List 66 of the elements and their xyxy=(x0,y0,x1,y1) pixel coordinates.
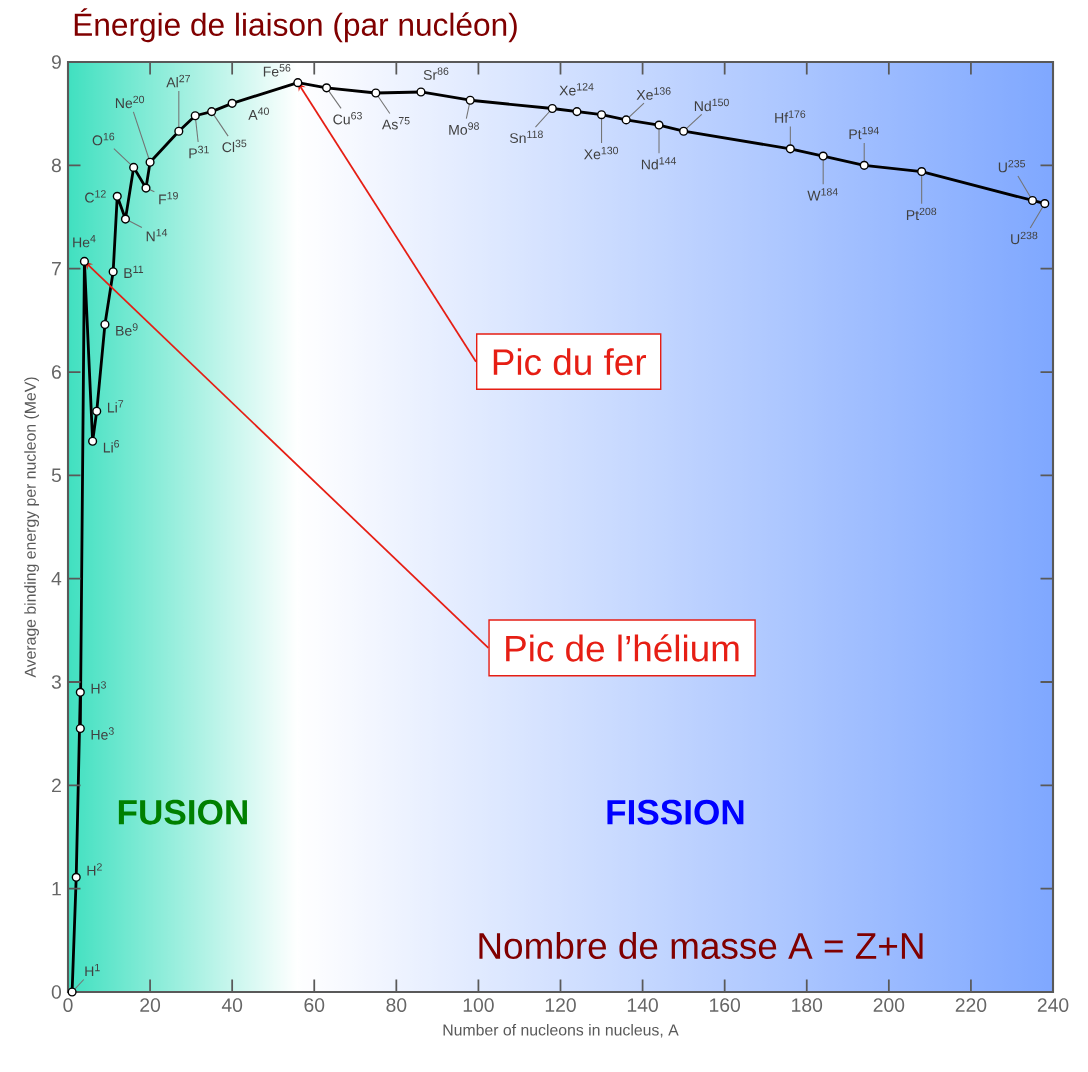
annotation: U$^{238}$ xyxy=(1011,231,1038,245)
annotation: A$^{40}$ xyxy=(248,107,269,120)
y-tick-label: 3 xyxy=(51,675,61,689)
annotation: Xe$^{124}$ xyxy=(559,83,594,96)
x-tick-label: 180 xyxy=(792,998,823,1012)
annotation: Pic de l’hélium xyxy=(506,634,739,662)
x-tick-label: 220 xyxy=(955,998,987,1012)
x-tick-label: 100 xyxy=(463,998,494,1012)
x-tick-label: 120 xyxy=(545,998,576,1012)
annotation: P$^{31}$ xyxy=(189,145,209,159)
annotation: C$^{12}$ xyxy=(85,190,106,203)
y-tick-label: 7 xyxy=(52,262,61,276)
y-tick-label: 6 xyxy=(52,365,61,379)
x-tick-label: 240 xyxy=(1037,998,1069,1012)
annotation: Li$^{7}$ xyxy=(108,400,124,413)
annotation: Cu$^{63}$ xyxy=(333,111,362,125)
annotation: He$^{4}$ xyxy=(73,234,96,248)
annotation: Pic du fer xyxy=(493,348,647,376)
y-tick-label: 0 xyxy=(51,985,62,999)
annotation: O$^{16}$ xyxy=(92,132,115,146)
annotation: He$^{3}$ xyxy=(91,727,114,740)
annotation: N$^{14}$ xyxy=(146,228,168,242)
annotation: Sr$^{86}$ xyxy=(423,67,449,80)
annotation: Al$^{27}$ xyxy=(166,74,190,88)
annotation: Cl$^{35}$ xyxy=(222,139,247,153)
x-tick-label: 60 xyxy=(304,998,325,1012)
y-tick-label: 4 xyxy=(51,572,62,586)
annotation: Pt$^{194}$ xyxy=(849,126,879,140)
annotation: H$^{3}$ xyxy=(91,681,106,694)
annotation: Xe$^{136}$ xyxy=(636,87,671,100)
annotation: Nd$^{144}$ xyxy=(641,157,677,170)
annotation: Fe$^{56}$ xyxy=(263,64,291,77)
y-tick-label: 1 xyxy=(52,882,61,896)
annotation: W$^{184}$ xyxy=(807,188,838,201)
y-axis-title: Average binding energy per nucleon (MeV) xyxy=(24,377,39,678)
annotation: H$^{2}$ xyxy=(87,863,102,876)
annotation: Nombre de masse A = Z+N xyxy=(479,931,923,960)
x-tick-label: 200 xyxy=(873,998,905,1012)
annotation: Pt$^{208}$ xyxy=(906,207,937,221)
annotation: B$^{11}$ xyxy=(124,265,144,278)
x-tick-label: 40 xyxy=(221,998,243,1012)
x-axis-title: Number of nucleons in nucleus, A xyxy=(443,1023,679,1038)
chart-title: Énergie de liaison (par nucléon) xyxy=(74,8,517,43)
annotation: F$^{19}$ xyxy=(159,191,178,205)
x-tick-label: 140 xyxy=(627,998,658,1012)
x-tick-label: 0 xyxy=(63,998,73,1012)
band-label: FUSION xyxy=(118,799,247,825)
band-label: FISSION xyxy=(607,799,744,825)
x-tick-label: 20 xyxy=(140,998,161,1012)
annotation: Mo$^{98}$ xyxy=(449,122,479,135)
annotation: U$^{235}$ xyxy=(998,159,1026,173)
annotation: H$^{1}$ xyxy=(85,963,100,977)
y-tick-label: 8 xyxy=(51,158,61,173)
annotation: Be$^{9}$ xyxy=(116,323,138,336)
annotation: Ne$^{20}$ xyxy=(115,95,145,109)
y-tick-label: 2 xyxy=(52,778,61,793)
y-tick-label: 5 xyxy=(51,468,61,483)
annotation: Hf$^{176}$ xyxy=(775,110,806,123)
annotation: Sn$^{118}$ xyxy=(509,130,543,144)
x-tick-label: 80 xyxy=(386,998,407,1012)
y-tick-label: 9 xyxy=(51,55,61,69)
annotation: Li$^{6}$ xyxy=(103,440,120,453)
annotation: Nd$^{150}$ xyxy=(694,98,729,112)
annotation: Xe$^{130}$ xyxy=(584,146,619,160)
annotation: As$^{75}$ xyxy=(381,117,410,130)
x-tick-label: 160 xyxy=(710,998,741,1012)
